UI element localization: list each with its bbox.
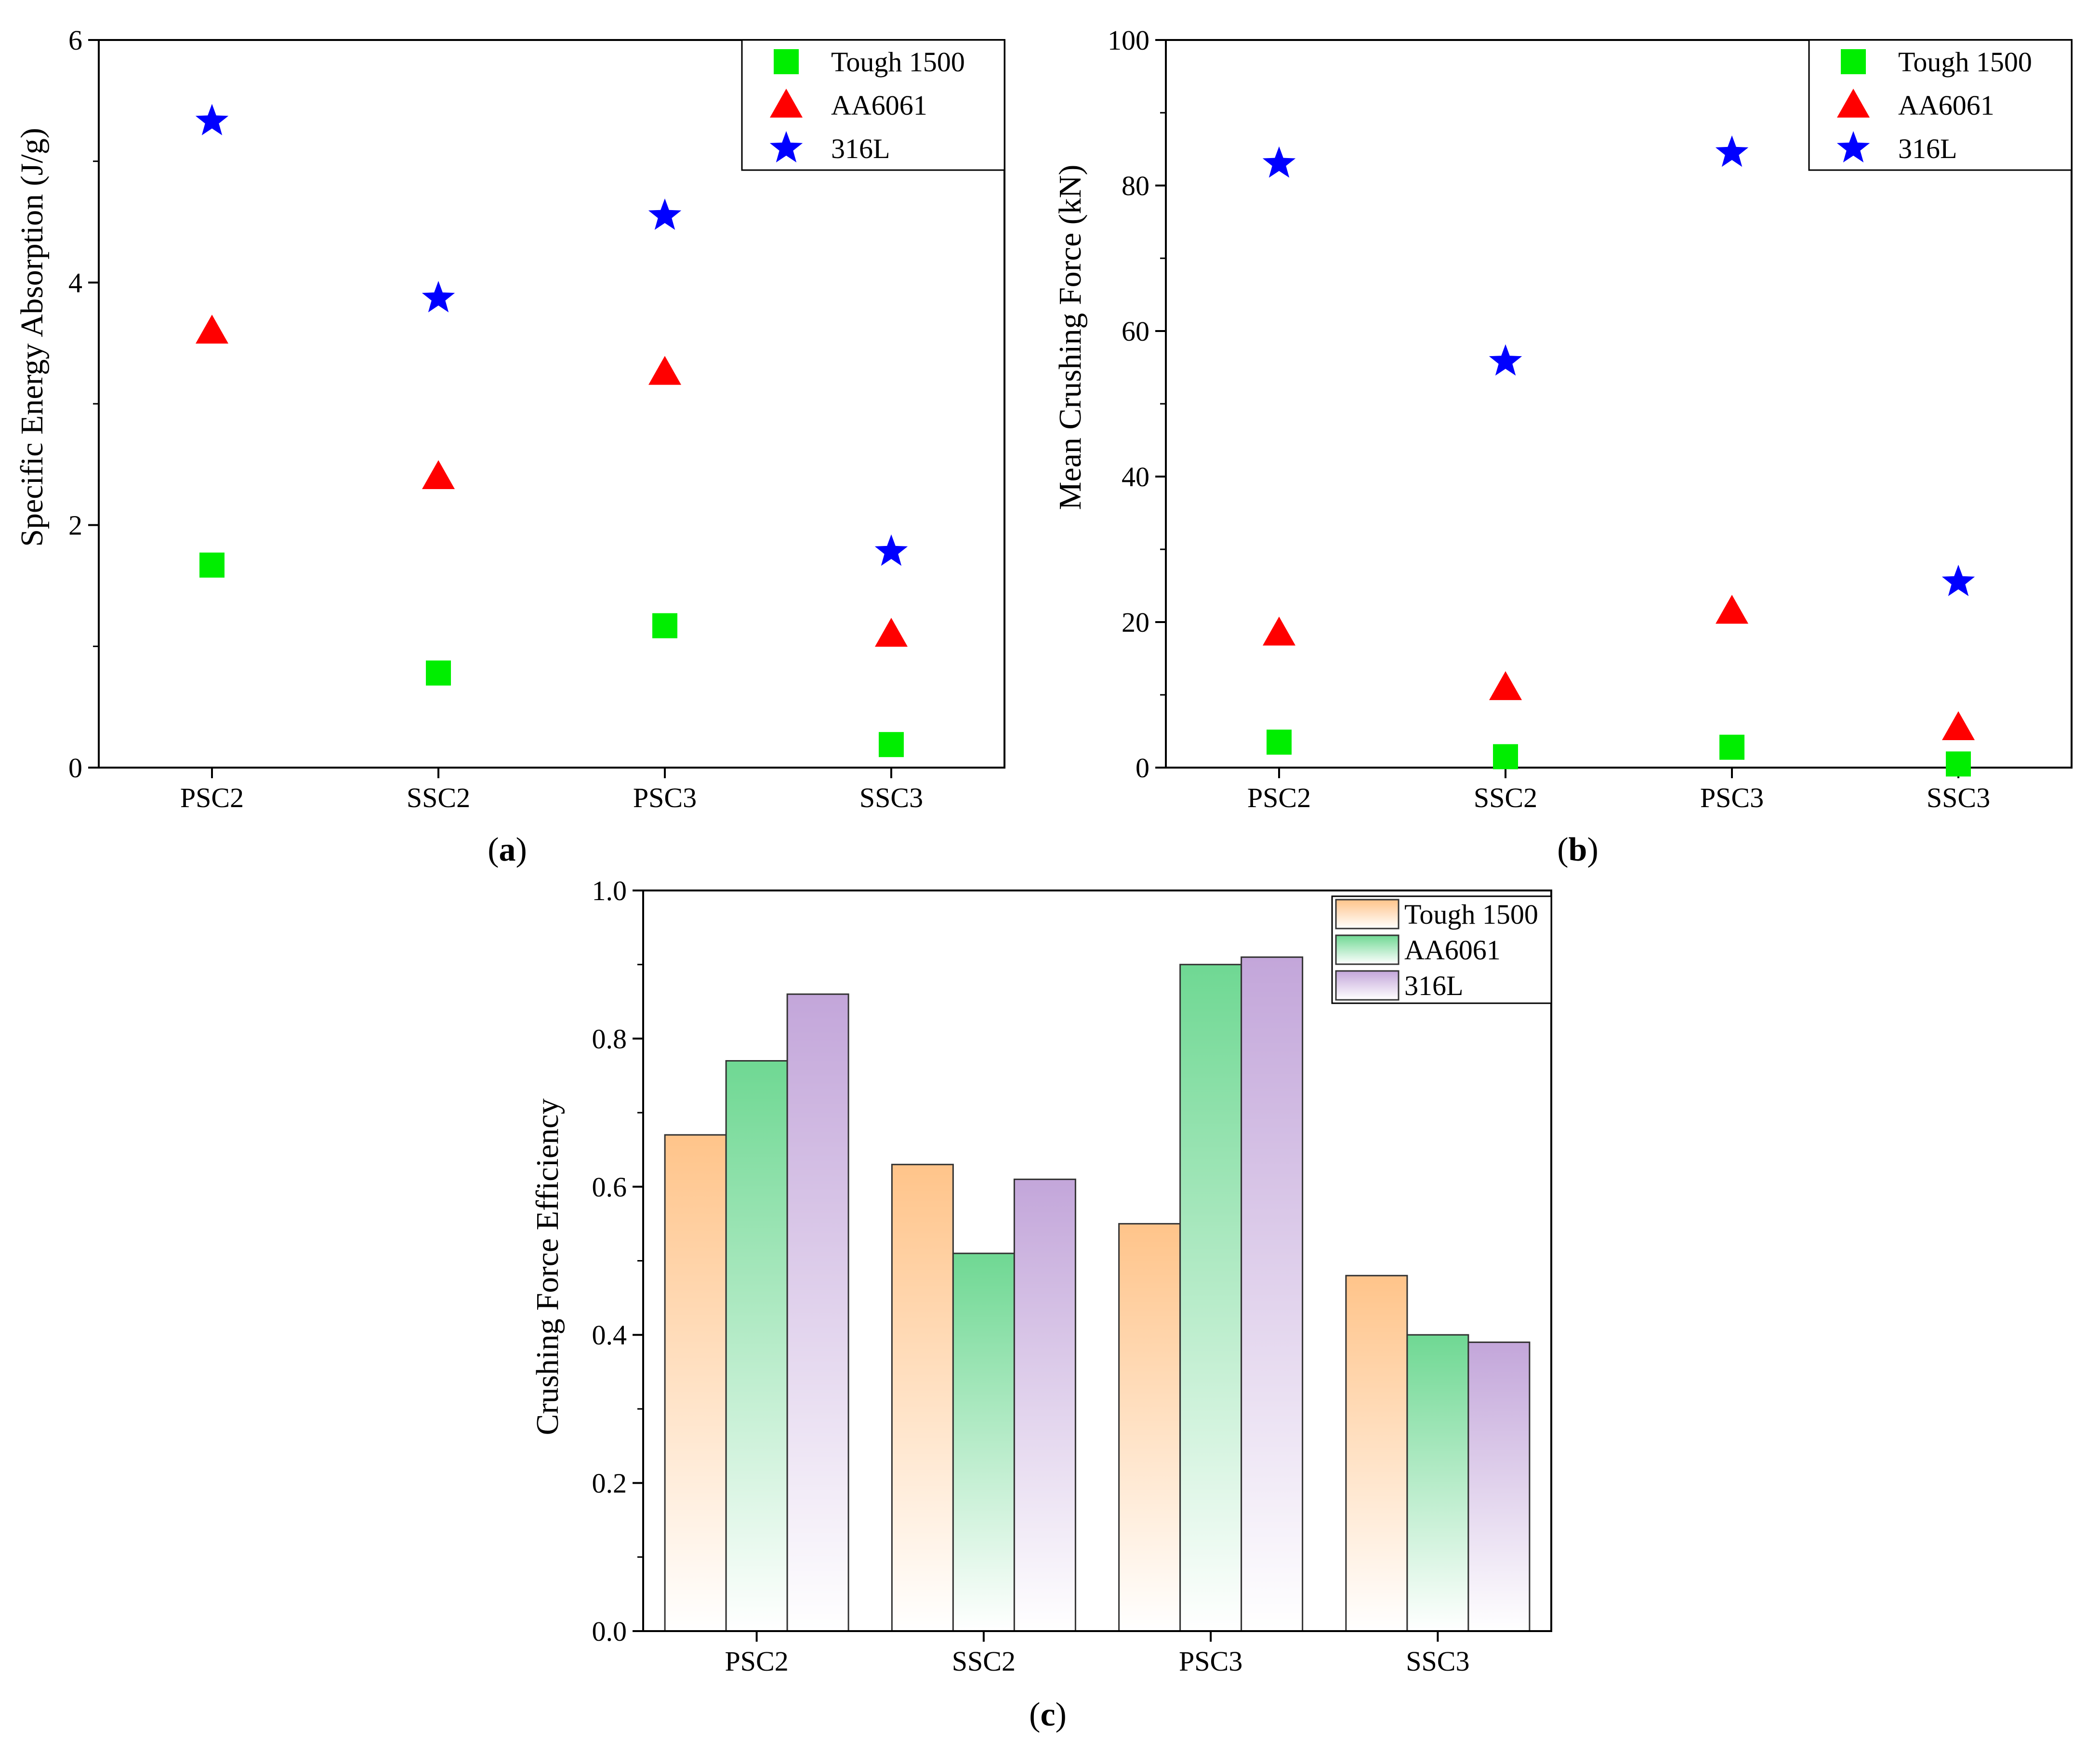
point-b-316l-ssc3 (1942, 565, 1975, 597)
x-tick-label-b-ssc2: SSC2 (1474, 782, 1537, 813)
legend-label-c-2: AA6061 (1404, 934, 1501, 966)
bar-c-series3-psc2 (786, 993, 849, 1632)
panel-label-c: (c) (1029, 1696, 1067, 1733)
legend-swatch-c-3 (1335, 970, 1400, 1001)
bar-c-series2-ssc2 (952, 1252, 1015, 1632)
legend-marker-a-3 (769, 131, 803, 163)
x-tick-label-c-ssc2: SSC2 (952, 1646, 1016, 1677)
legend-swatch-c-2 (1335, 934, 1400, 965)
y-tick-label-c-4: 0.8 (592, 1023, 627, 1054)
x-tick-label-c-psc2: PSC2 (725, 1646, 789, 1677)
legend-label-a-1: Tough 1500 (831, 46, 965, 78)
point-a-316l-psc2 (195, 104, 229, 135)
bar-c-series1-psc3 (1118, 1223, 1181, 1632)
y-axis-title-a: Specific Energy Absorption (J/g) (14, 128, 50, 546)
x-tick-label-b-psc2: PSC2 (1247, 782, 1311, 813)
point-a-316l-ssc3 (874, 534, 908, 566)
point-b-aa6061-ssc2 (1489, 671, 1522, 700)
point-a-316l-psc3 (648, 198, 682, 230)
y-axis-title-c: Crushing Force Efficiency (530, 1099, 565, 1435)
legend-label-a-3: 316L (831, 133, 890, 164)
legend-a: Tough 1500 AA6061 316L (741, 39, 1005, 171)
y-axis-title-b: Mean Crushing Force (kN) (1053, 165, 1088, 510)
y-tick-label-c-3: 0.6 (592, 1171, 627, 1203)
bar-c-series2-psc3 (1179, 964, 1242, 1632)
point-b-tough1500-psc2 (1267, 730, 1292, 755)
bar-c-series1-ssc2 (891, 1164, 954, 1632)
y-tick-label-c-0: 0.0 (592, 1616, 627, 1647)
x-tick-label-b-ssc3: SSC3 (1927, 782, 1990, 813)
legend-label-b-3: 316L (1898, 133, 1957, 164)
bar-c-series2-psc2 (725, 1060, 788, 1632)
point-a-tough1500-psc3 (652, 613, 677, 638)
point-a-tough1500-psc2 (199, 552, 225, 578)
point-b-tough1500-ssc2 (1493, 744, 1518, 770)
x-tick-label-c-psc3: PSC3 (1179, 1646, 1242, 1677)
point-a-aa6061-psc2 (196, 315, 228, 344)
x-tick-label-a-ssc2: SSC2 (407, 782, 470, 813)
y-tick-label-b-0: 0 (1136, 752, 1149, 784)
bar-c-series1-ssc3 (1345, 1275, 1408, 1632)
chart-panel-a: Specific Energy Absorption (J/g) (a) 0 2 4… (14, 25, 1005, 868)
legend-c: Tough 1500 AA6061 316L (1331, 895, 1552, 1004)
bar-c-series3-psc3 (1241, 956, 1304, 1632)
legend-label-c-3: 316L (1404, 970, 1463, 1001)
legend-label-a-2: AA6061 (831, 90, 927, 121)
bar-c-series3-ssc2 (1013, 1178, 1076, 1632)
point-b-tough1500-ssc3 (1946, 751, 1971, 777)
y-tick-label-a-2: 4 (68, 267, 82, 298)
legend-marker-b-3 (1836, 131, 1870, 163)
point-b-aa6061-ssc3 (1942, 711, 1975, 740)
point-b-316l-psc2 (1262, 146, 1296, 178)
legend-label-c-1: Tough 1500 (1404, 899, 1538, 930)
x-tick-label-a-psc2: PSC2 (180, 782, 244, 813)
legend-swatch-c-1 (1335, 899, 1400, 930)
y-tick-label-a-3: 6 (68, 25, 82, 56)
point-a-aa6061-ssc3 (875, 618, 908, 647)
point-b-316l-ssc2 (1489, 344, 1522, 376)
y-tick-label-b-3: 60 (1122, 316, 1149, 347)
x-tick-label-c-ssc3: SSC3 (1406, 1646, 1469, 1677)
point-a-tough1500-ssc3 (879, 732, 904, 757)
y-tick-label-c-1: 0.2 (592, 1468, 627, 1499)
y-tick-label-c-2: 0.4 (592, 1319, 627, 1351)
bar-c-series1-psc2 (664, 1134, 727, 1632)
x-tick-label-a-psc3: PSC3 (633, 782, 697, 813)
point-a-aa6061-ssc2 (422, 460, 455, 489)
chart-panel-b: Mean Crushing Force (kN) (b) 0 20 40 60 80 10… (1053, 25, 2073, 868)
y-tick-label-b-1: 20 (1122, 607, 1149, 638)
point-a-316l-ssc2 (422, 281, 455, 313)
legend-marker-b-1 (1841, 49, 1866, 74)
legend-marker-a-2 (770, 89, 803, 118)
chart-panel-c: Crushing Force Efficiency (c) 0.0 0.2 0.4 0… (530, 875, 1552, 1733)
legend-label-b-2: AA6061 (1898, 90, 1994, 121)
panel-label-b: (b) (1557, 831, 1598, 868)
x-tick-label-a-ssc3: SSC3 (859, 782, 923, 813)
bar-c-series3-ssc3 (1467, 1342, 1531, 1632)
y-tick-label-a-0: 0 (68, 752, 82, 784)
y-tick-label-a-1: 2 (68, 510, 82, 541)
point-b-tough1500-psc3 (1719, 734, 1744, 760)
legend-b: Tough 1500 AA6061 316L (1808, 39, 2073, 171)
y-tick-label-b-5: 100 (1108, 25, 1149, 56)
point-a-tough1500-ssc2 (426, 660, 451, 686)
legend-marker-b-2 (1837, 89, 1870, 118)
panel-label-a: (a) (488, 831, 527, 868)
point-b-aa6061-psc2 (1263, 616, 1295, 646)
point-b-316l-psc3 (1715, 135, 1749, 167)
bar-c-series2-ssc3 (1406, 1334, 1469, 1632)
point-b-aa6061-psc3 (1716, 595, 1748, 624)
y-tick-label-c-5: 1.0 (592, 875, 627, 906)
x-tick-label-b-psc3: PSC3 (1700, 782, 1764, 813)
point-a-aa6061-psc3 (648, 356, 681, 385)
legend-label-b-1: Tough 1500 (1898, 46, 2032, 78)
legend-marker-a-1 (774, 49, 799, 74)
y-tick-label-b-4: 80 (1122, 170, 1149, 201)
y-tick-label-b-2: 40 (1122, 461, 1149, 492)
